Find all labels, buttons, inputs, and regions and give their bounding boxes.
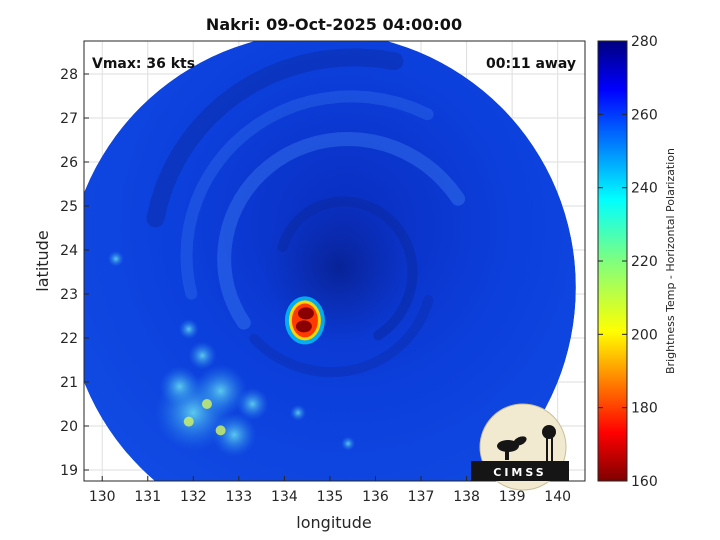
warm-spot: [215, 425, 226, 436]
colorbar-tick-label: 200: [631, 327, 658, 343]
logo-banner: [471, 461, 569, 481]
warm-spot: [183, 416, 194, 427]
y-axis-label: latitude: [33, 230, 52, 291]
warm-spot: [201, 399, 212, 409]
y-tick-label: 26: [60, 155, 78, 171]
warm-patch: [188, 341, 217, 370]
rain-band-arc: [249, 295, 434, 378]
colorbar-label: Brightness Temp - Horizontal Polarizatio…: [664, 148, 677, 374]
x-tick-label: 130: [89, 489, 116, 505]
x-tick-label: 137: [408, 489, 435, 505]
x-tick-label: 132: [180, 489, 207, 505]
axis-ticks: 130 131 132 133 134 135 136 137 138 139 140 19 20 21 2…: [60, 67, 571, 505]
rain-band-arc: [146, 48, 404, 228]
x-tick-label: 136: [362, 489, 389, 505]
convective-core: [284, 296, 325, 345]
y-tick-label: 27: [60, 111, 78, 127]
x-tick-label: 131: [134, 489, 161, 505]
colorbar-tick-label: 260: [631, 107, 658, 123]
time-offset-annotation: 00:11 away: [486, 56, 576, 72]
vmax-annotation: Vmax: 36 kts: [92, 56, 195, 72]
axes-frame: [83, 40, 586, 482]
colorbar-tick-label: 180: [631, 401, 658, 417]
y-tick-label: 21: [60, 375, 78, 391]
x-axis-label: longitude: [296, 513, 371, 532]
x-tick-label: 138: [453, 489, 480, 505]
warm-patch: [107, 250, 124, 267]
y-tick-label: 24: [60, 243, 78, 259]
y-tick-label: 25: [60, 199, 78, 215]
y-tick-label: 22: [60, 331, 78, 347]
colorbar-ticks: 160 180 200 220 240 260 280: [598, 34, 658, 490]
logo-text: CIMSS: [493, 466, 546, 479]
cimss-logo: CIMSS: [471, 403, 569, 491]
y-tick-label: 23: [60, 287, 78, 303]
warm-patch: [341, 436, 356, 451]
rain-band-arc: [217, 131, 466, 330]
colorbar-tick-label: 160: [631, 474, 658, 490]
rain-band-arc: [180, 90, 434, 300]
chart-title: Nakri: 09-Oct-2025 04:00:00: [206, 15, 462, 34]
colorbar-tick-label: 240: [631, 181, 658, 197]
colorbar-tick-label: 220: [631, 254, 658, 270]
y-tick-label: 20: [60, 419, 78, 435]
x-tick-label: 133: [225, 489, 252, 505]
swath-layer: [84, 41, 576, 481]
warm-patch: [178, 319, 199, 340]
warm-patch: [212, 412, 257, 457]
core-cold-bottom: [295, 320, 312, 333]
x-tick-label: 134: [271, 489, 298, 505]
x-tick-label: 139: [499, 489, 526, 505]
warm-patch: [236, 388, 269, 420]
y-tick-label: 19: [60, 463, 78, 479]
warm-patch: [290, 404, 307, 421]
y-tick-label: 28: [60, 67, 78, 83]
warm-cloud-patches: [107, 250, 356, 457]
rain-band-arc: [277, 196, 418, 341]
colorbar-tick-label: 280: [631, 34, 658, 50]
x-tick-label: 135: [317, 489, 344, 505]
warm-patch: [159, 366, 200, 407]
core-cold-top: [297, 307, 314, 320]
x-tick-label: 140: [544, 489, 571, 505]
